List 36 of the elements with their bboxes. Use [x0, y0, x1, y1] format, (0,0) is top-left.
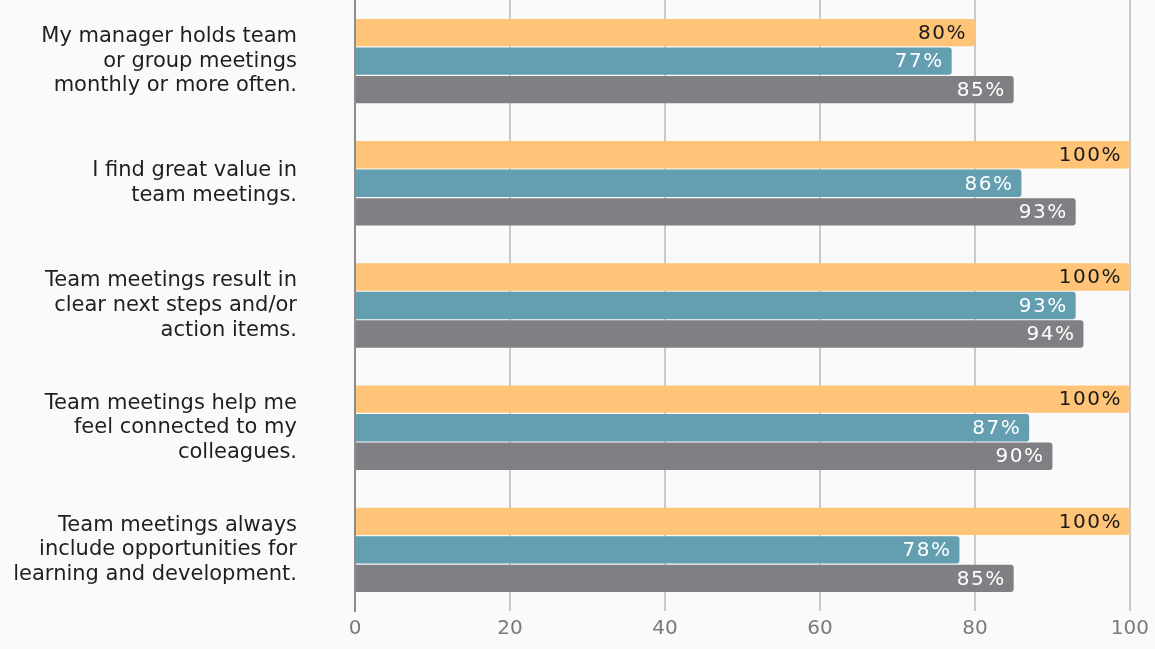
- bar: [356, 18, 975, 47]
- data-label: 85%: [956, 76, 1006, 101]
- bar: [356, 536, 960, 564]
- data-label: 100%: [1058, 264, 1122, 289]
- data-label: 90%: [995, 443, 1045, 468]
- bar: [356, 47, 952, 75]
- bar: [356, 291, 1076, 320]
- bar: [356, 385, 1130, 413]
- data-label: 85%: [956, 565, 1006, 590]
- x-tick-label: 60: [807, 615, 833, 640]
- data-label: 100%: [1058, 508, 1122, 533]
- bar: [356, 414, 1030, 442]
- y-tick-label: Team meetings result in clear next steps and/or action items.: [43, 267, 298, 341]
- y-tick-label: I find great value in team meetings.: [92, 157, 297, 207]
- x-tick-label: 40: [652, 615, 678, 640]
- bar: [356, 507, 1130, 536]
- bar: [356, 169, 1022, 197]
- x-tick-label: 0: [348, 615, 362, 640]
- y-tick-label: Team meetings help me feel connected to my colleagues.: [43, 389, 297, 463]
- data-label: 78%: [902, 537, 952, 562]
- data-label: 100%: [1058, 141, 1122, 166]
- y-tick-label: Team meetings always include opportunities for learning and development.: [13, 511, 298, 585]
- x-tick-label: 100: [1110, 615, 1150, 640]
- bar: [356, 141, 1130, 169]
- data-label: 93%: [1018, 199, 1068, 224]
- x-tick-label: 80: [962, 615, 988, 640]
- data-label: 94%: [1026, 321, 1076, 346]
- data-label: 80%: [917, 19, 967, 44]
- x-tick-label: 20: [497, 615, 523, 640]
- data-label: 87%: [972, 414, 1022, 439]
- data-label: 86%: [964, 170, 1014, 195]
- bar: [356, 263, 1130, 291]
- data-label: 77%: [894, 48, 944, 73]
- y-tick-label: My manager holds team or group meetings monthly or more often.: [41, 22, 297, 97]
- data-label: 100%: [1058, 386, 1122, 411]
- data-label: 93%: [1018, 292, 1068, 317]
